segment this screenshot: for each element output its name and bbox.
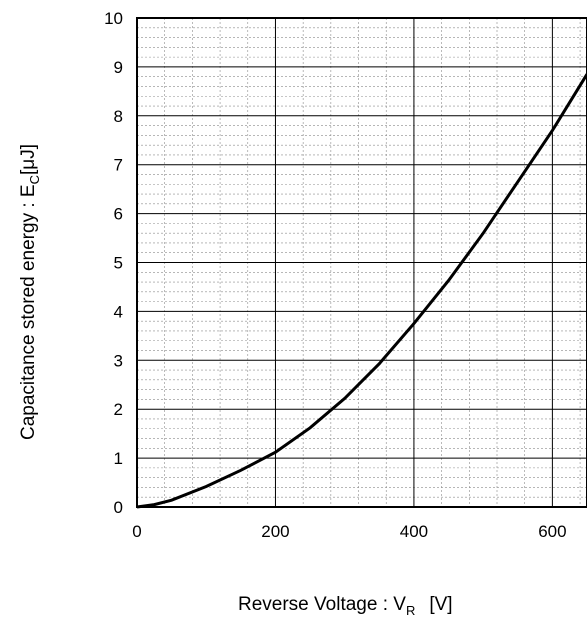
y-axis-title: Capacitance stored energy : EC[μJ]: [18, 144, 42, 440]
x-tick-label: 0: [132, 522, 141, 541]
x-tick-label: 600: [538, 522, 566, 541]
plot-frame: [136, 17, 587, 508]
y-tick-label: 0: [114, 498, 123, 517]
y-tick-label: 6: [114, 205, 123, 224]
y-tick-label: 4: [114, 302, 123, 321]
x-tick-label: 400: [400, 522, 428, 541]
y-tick-label: 5: [114, 254, 123, 273]
y-tick-labels: 0 1 2 3 4 5 6 7 8 9 10: [104, 9, 123, 517]
y-tick-label: 2: [114, 400, 123, 419]
x-tick-label: 200: [261, 522, 289, 541]
y-tick-label: 7: [114, 156, 123, 175]
x-axis-title: Reverse Voltage : VR [V]: [238, 594, 453, 617]
major-grid: [136, 17, 587, 508]
y-tick-label: 1: [114, 449, 123, 468]
y-tick-label: 8: [114, 107, 123, 126]
y-tick-label: 3: [114, 351, 123, 370]
y-tick-label: 10: [104, 9, 123, 28]
series-line: [136, 73, 587, 509]
x-tick-labels: 0 200 400 600: [132, 522, 566, 541]
y-tick-label: 9: [114, 58, 123, 77]
